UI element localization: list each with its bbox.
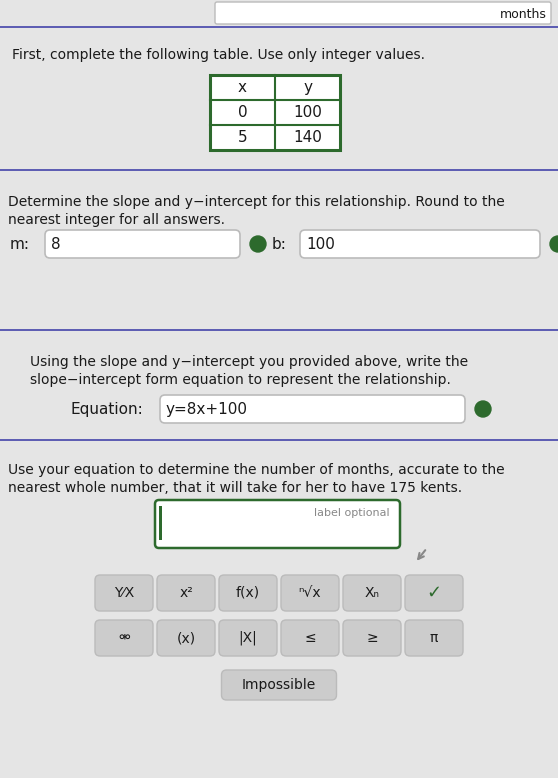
FancyBboxPatch shape	[45, 230, 240, 258]
Text: ⚮: ⚮	[118, 631, 130, 645]
Text: (x): (x)	[176, 631, 195, 645]
FancyBboxPatch shape	[281, 575, 339, 611]
Text: Y⁄X: Y⁄X	[114, 586, 134, 600]
Text: Impossible: Impossible	[242, 678, 316, 692]
Text: months: months	[500, 8, 547, 20]
Text: y=8x+100: y=8x+100	[166, 401, 248, 416]
Text: 140: 140	[293, 130, 322, 145]
Text: Xₙ: Xₙ	[364, 586, 379, 600]
FancyBboxPatch shape	[343, 620, 401, 656]
Text: Use your equation to determine the number of months, accurate to the: Use your equation to determine the numbe…	[8, 463, 504, 477]
Text: |X|: |X|	[239, 631, 257, 645]
Text: ≤: ≤	[304, 631, 316, 645]
Bar	[210, 75, 340, 150]
Text: ⁿ√x: ⁿ√x	[299, 586, 321, 600]
Text: 100: 100	[306, 237, 335, 251]
Text: x: x	[238, 80, 247, 95]
Text: Equation:: Equation:	[70, 401, 143, 416]
FancyBboxPatch shape	[95, 575, 153, 611]
Text: label optional: label optional	[314, 508, 390, 518]
FancyBboxPatch shape	[219, 620, 277, 656]
FancyBboxPatch shape	[157, 575, 215, 611]
FancyBboxPatch shape	[405, 620, 463, 656]
Text: 8: 8	[51, 237, 61, 251]
Circle shape	[250, 236, 266, 252]
FancyBboxPatch shape	[160, 395, 465, 423]
Text: b:: b:	[272, 237, 287, 251]
Circle shape	[550, 236, 558, 252]
Text: m:: m:	[10, 237, 30, 251]
Text: f(x): f(x)	[236, 586, 260, 600]
Text: ✓: ✓	[426, 584, 441, 602]
FancyBboxPatch shape	[300, 230, 540, 258]
Circle shape	[475, 401, 491, 417]
Text: y: y	[303, 80, 312, 95]
Text: nearest whole number, that it will take for her to have 175 kents.: nearest whole number, that it will take …	[8, 481, 462, 495]
Text: nearest integer for all answers.: nearest integer for all answers.	[8, 213, 225, 227]
Text: 5: 5	[238, 130, 247, 145]
FancyBboxPatch shape	[405, 575, 463, 611]
Text: 0: 0	[238, 105, 247, 120]
FancyBboxPatch shape	[215, 2, 551, 24]
Text: ≥: ≥	[366, 631, 378, 645]
Text: π: π	[430, 631, 438, 645]
FancyBboxPatch shape	[343, 575, 401, 611]
Text: 100: 100	[293, 105, 322, 120]
FancyBboxPatch shape	[95, 620, 153, 656]
Bar	[159, 506, 162, 540]
Text: Determine the slope and y−intercept for this relationship. Round to the: Determine the slope and y−intercept for …	[8, 195, 505, 209]
FancyBboxPatch shape	[155, 500, 400, 548]
Text: First, complete the following table. Use only integer values.: First, complete the following table. Use…	[12, 48, 425, 62]
Text: slope−intercept form equation to represent the relationship.: slope−intercept form equation to represe…	[30, 373, 451, 387]
FancyBboxPatch shape	[222, 670, 336, 700]
FancyBboxPatch shape	[281, 620, 339, 656]
Text: x²: x²	[179, 586, 193, 600]
FancyBboxPatch shape	[219, 575, 277, 611]
FancyBboxPatch shape	[157, 620, 215, 656]
Text: Using the slope and y−intercept you provided above, write the: Using the slope and y−intercept you prov…	[30, 355, 468, 369]
